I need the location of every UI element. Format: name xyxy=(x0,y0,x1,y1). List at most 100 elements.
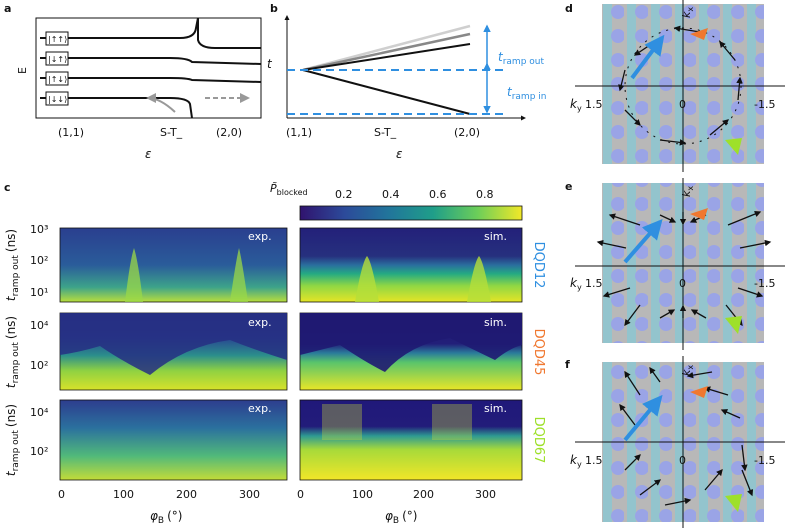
b-line-down xyxy=(302,69,471,115)
heatmap-exp-dqd67 xyxy=(59,399,288,481)
state-2: |↓↑⟩ xyxy=(48,55,67,64)
cb-tick-1: 0.4 xyxy=(382,188,400,201)
sim-tag-3: sim. xyxy=(484,402,507,415)
yl3-t: t xyxy=(4,470,18,476)
e-ky-t: k xyxy=(570,276,578,290)
xl1-t: φ xyxy=(150,509,158,523)
xlabel-1: φB (°) xyxy=(150,509,182,526)
x1-tick-0: 0 xyxy=(58,488,65,501)
t-ramp-in: tramp in xyxy=(507,85,546,102)
heatmap-sim-dqd67 xyxy=(299,399,523,481)
colorbar-label-p: P̃ xyxy=(270,182,277,195)
a-xtick-st: S-T_ xyxy=(160,126,183,139)
xl2-t: φ xyxy=(385,509,393,523)
panel-d: d kx ky 1.5 0 -1.5 xyxy=(565,0,785,172)
r1-ytick-2: 10¹ xyxy=(30,286,48,299)
f-orange-marker xyxy=(690,386,708,398)
level-2 xyxy=(40,57,262,65)
colorbar-label: P̃blocked xyxy=(270,182,308,197)
r2-ytick-1: 10² xyxy=(30,359,48,372)
level-3 xyxy=(40,77,262,83)
panel-f: f kx ky 1.5 0 -1.5 xyxy=(565,356,785,528)
state-4: |↓↓⟩ xyxy=(48,95,67,104)
x2-tick-0: 0 xyxy=(297,488,304,501)
cb-tick-2: 0.6 xyxy=(429,188,447,201)
x1-tick-3: 300 xyxy=(239,488,260,501)
yl1-unit: (ns) xyxy=(4,229,18,252)
heatmap-row-2: exp. sim. 10⁴ 10² DQD45 xyxy=(30,312,546,391)
e-zero: 0 xyxy=(679,277,686,290)
t-ramp-in-t: t xyxy=(507,85,513,99)
panel-c-label: c xyxy=(4,181,11,194)
b-line-light xyxy=(302,24,471,72)
state-1: |↑↑⟩ xyxy=(48,35,67,44)
exp-tag-1: exp. xyxy=(248,230,272,243)
ylabel-row2: tramp out (ns) xyxy=(4,316,21,388)
peak-exp1-b xyxy=(230,248,248,302)
panel-e-label: e xyxy=(565,180,572,193)
shape-sim2 xyxy=(300,313,522,372)
f-left-val: 1.5 xyxy=(585,454,603,467)
panel-e: e kx ky 1.5 0 -1.5 xyxy=(565,178,785,350)
x2-tick-3: 300 xyxy=(475,488,496,501)
device-label-1: DQD12 xyxy=(531,242,546,289)
a-xtick-11: (1,1) xyxy=(58,126,84,139)
e-orange-marker xyxy=(690,208,708,220)
d-right-val: -1.5 xyxy=(754,98,775,111)
shape-exp2 xyxy=(60,313,287,375)
device-label-3: DQD67 xyxy=(531,417,546,464)
t-ramp-in-sub: ramp in xyxy=(512,92,547,102)
e-right-val: -1.5 xyxy=(754,277,775,290)
e-kx: kx xyxy=(680,186,695,197)
e-green-marker xyxy=(725,316,742,334)
d-blue-arrow xyxy=(630,34,665,80)
noise-sim3-b xyxy=(432,404,472,440)
yl2-unit: (ns) xyxy=(4,316,18,339)
x2-tick-1: 100 xyxy=(352,488,373,501)
device-label-2: DQD45 xyxy=(531,329,546,376)
panel-b: b t tramp out tramp in (1,1) S-T_ (2,0) … xyxy=(267,2,546,161)
d-kx-sub: x xyxy=(686,7,695,12)
panel-a-label: a xyxy=(4,2,11,15)
panel-a-frame xyxy=(35,17,262,119)
d-circle xyxy=(624,27,742,145)
d-ky: ky xyxy=(570,97,582,113)
xl1-unit: (°) xyxy=(167,509,182,523)
yl2-t: t xyxy=(4,382,18,388)
peak-sim1-b xyxy=(467,256,491,302)
x1-tick-1: 100 xyxy=(113,488,134,501)
noise-sim3-a xyxy=(322,404,362,440)
r1-ytick-1: 10² xyxy=(30,254,48,267)
ylabel-row1: tramp out (ns) xyxy=(4,229,21,301)
r3-ytick-0: 10⁴ xyxy=(30,406,49,419)
panel-d-label: d xyxy=(565,2,573,15)
r2-ytick-0: 10⁴ xyxy=(30,319,49,332)
exp-tag-2: exp. xyxy=(248,316,272,329)
f-green-marker xyxy=(725,494,742,512)
level-1 xyxy=(40,17,199,39)
a-xtick-20: (2,0) xyxy=(216,126,242,139)
f-kx-sub: x xyxy=(686,365,695,370)
r3-ytick-1: 10² xyxy=(30,445,48,458)
panel-a: a E |↑↑⟩ |↓↑⟩ |↑↓⟩ |↓↓⟩ (1,1) S-T_ (2,0)… xyxy=(4,2,262,161)
colorbar xyxy=(299,205,523,221)
state-3: |↑↓⟩ xyxy=(48,75,67,84)
level-1b xyxy=(197,18,261,49)
e-ky: ky xyxy=(570,276,582,292)
b-ylabel: t xyxy=(267,57,273,71)
xl2-sub: B xyxy=(393,516,399,526)
colorbar-label-sub: blocked xyxy=(277,188,308,197)
f-right-val: -1.5 xyxy=(754,454,775,467)
r1-ytick-0: 10³ xyxy=(30,223,48,236)
d-kx: kx xyxy=(680,7,695,18)
x1-tick-2: 200 xyxy=(176,488,197,501)
d-green-marker xyxy=(725,138,742,155)
peak-exp1-a xyxy=(125,248,143,302)
f-zero: 0 xyxy=(679,454,686,467)
state-boxes: |↑↑⟩ |↓↑⟩ |↑↓⟩ |↓↓⟩ xyxy=(45,31,69,106)
b-xtick-11: (1,1) xyxy=(286,126,312,139)
d-ky-t: k xyxy=(570,97,578,111)
peak-sim1-a xyxy=(355,256,379,302)
t-ramp-out: tramp out xyxy=(498,50,544,67)
e-ky-sub: y xyxy=(577,283,582,292)
